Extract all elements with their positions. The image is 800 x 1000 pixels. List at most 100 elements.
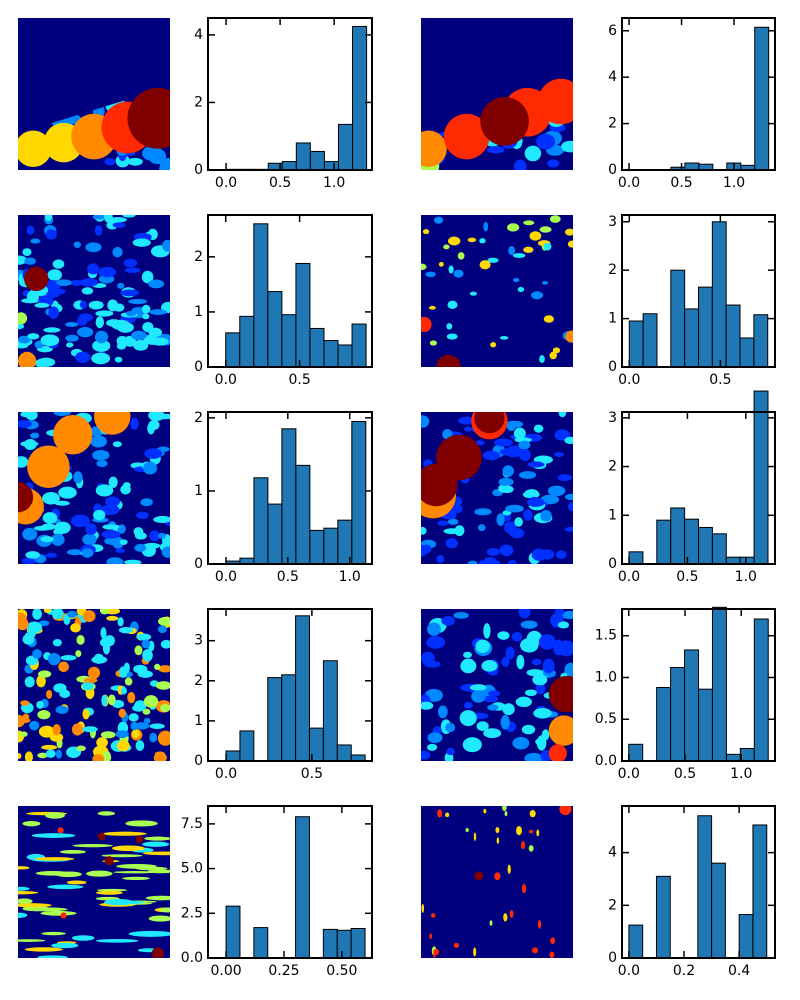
texture-blob <box>115 548 125 554</box>
hot-spot <box>57 827 64 834</box>
texture-blob <box>41 744 58 750</box>
texture-blob <box>505 504 524 513</box>
x-tick-label: 0.0 <box>215 175 237 191</box>
y-tick-label: 1 <box>194 304 203 320</box>
histogram-bar <box>309 150 325 171</box>
texture-blob <box>558 412 567 418</box>
texture-blob <box>32 649 42 659</box>
texture-blob <box>114 356 123 363</box>
x-tick-label: 0.5 <box>670 175 692 191</box>
histogram-bar <box>711 533 727 565</box>
texture-blob <box>481 660 498 672</box>
texture-blob <box>30 432 40 439</box>
histogram-bar <box>281 428 297 565</box>
texture-blob <box>22 634 35 645</box>
texture-blob <box>154 663 161 671</box>
texture-blob <box>494 872 501 881</box>
texture-blob <box>483 623 491 639</box>
texture-blob <box>141 304 151 314</box>
texture-blob <box>499 544 514 557</box>
histogram-bar <box>295 816 310 959</box>
texture-blob <box>95 484 114 497</box>
texture-blob <box>24 676 35 688</box>
texture-blob <box>426 743 438 751</box>
texture-blob <box>95 310 114 317</box>
texture-blob <box>162 239 170 252</box>
texture-blob <box>543 242 552 251</box>
texture-blob <box>504 811 508 817</box>
texture-blob <box>436 554 445 564</box>
histogram-bar <box>711 862 726 959</box>
texture-blob <box>78 313 94 322</box>
texture-blob <box>22 906 50 912</box>
texture-blob <box>428 305 436 310</box>
texture-blob <box>143 542 161 549</box>
texture-blob <box>447 518 459 525</box>
y-tick-label: 0.5 <box>595 711 617 727</box>
texture-blob <box>528 845 534 852</box>
texture-blob <box>487 257 499 263</box>
x-tick-label: 0.5 <box>301 766 323 782</box>
texture-blob <box>518 440 531 450</box>
texture-blob <box>475 639 490 653</box>
histogram-bar <box>352 25 368 171</box>
histogram-bar <box>711 221 727 368</box>
texture-blob <box>36 675 46 688</box>
texture-blob <box>465 828 469 833</box>
texture-blob <box>79 278 99 287</box>
texture-blob <box>132 238 151 247</box>
histogram-bar <box>655 875 671 959</box>
texture-blob <box>454 525 465 537</box>
texture-blob <box>97 811 116 816</box>
texture-blob <box>34 857 75 861</box>
texture-blob <box>45 229 57 240</box>
texture-blob <box>473 832 477 842</box>
texture-blob <box>96 888 128 892</box>
histogram-bar <box>753 618 769 762</box>
texture-blob <box>421 651 435 665</box>
texture-blob <box>526 669 544 677</box>
texture-blob <box>422 544 432 554</box>
texture-blob <box>41 523 57 530</box>
hot-spot <box>559 806 572 816</box>
texture-blob <box>106 615 119 621</box>
hot-spot <box>87 666 101 679</box>
texture-blob <box>457 252 465 260</box>
texture-blob <box>537 919 542 929</box>
texture-blob <box>141 270 154 284</box>
axes-frame <box>207 411 373 565</box>
texture-blob <box>421 263 427 271</box>
texture-blob <box>130 417 139 430</box>
hot-spot <box>52 415 93 455</box>
y-tick-label: 0 <box>608 950 617 966</box>
texture-blob <box>541 729 550 741</box>
texture-blob <box>469 684 487 691</box>
texture-blob <box>134 700 147 712</box>
histogram-bar <box>753 390 769 565</box>
texture-blob <box>52 724 61 736</box>
texture-blob <box>564 493 573 501</box>
texture-blob <box>488 690 501 697</box>
texture-blob <box>27 333 40 340</box>
texture-blob <box>96 459 108 468</box>
texture-blob <box>489 920 493 926</box>
texture-blob <box>557 640 573 657</box>
heatmap-image <box>18 806 170 958</box>
texture-blob <box>134 543 147 552</box>
texture-blob <box>153 752 167 761</box>
x-tick-label: 0.5 <box>277 569 299 585</box>
hot-spot <box>18 312 28 325</box>
texture-blob <box>107 299 119 312</box>
texture-blob <box>142 851 170 856</box>
texture-blob <box>507 223 520 232</box>
hot-spot <box>436 434 482 481</box>
texture-blob <box>536 133 556 150</box>
x-tick-label: 1.0 <box>339 569 361 585</box>
histogram-bar <box>323 527 339 565</box>
texture-blob <box>79 300 88 309</box>
texture-blob <box>502 703 515 716</box>
texture-blob <box>18 343 29 349</box>
histogram-bar <box>698 688 713 762</box>
texture-blob <box>425 271 436 278</box>
